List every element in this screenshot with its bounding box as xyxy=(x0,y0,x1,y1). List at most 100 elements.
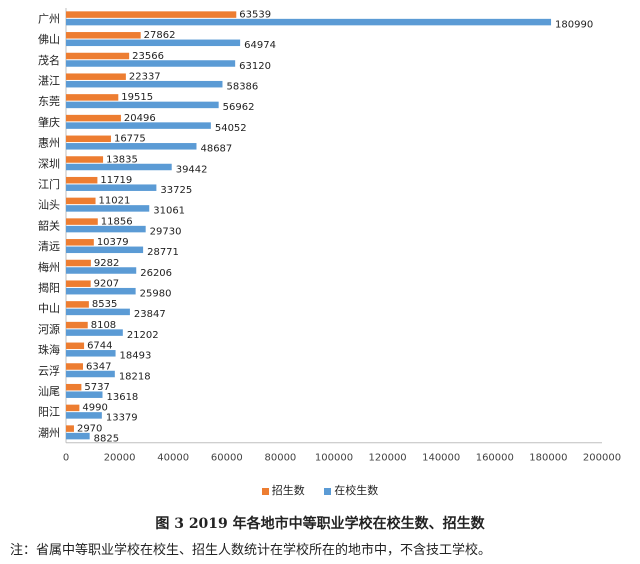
category-label: 云浮 xyxy=(38,364,60,377)
data-label-enroll: 63539 xyxy=(239,9,271,20)
data-label-enroll: 5737 xyxy=(84,382,109,393)
data-label-enroll: 6744 xyxy=(87,341,112,352)
x-tick-label: 160000 xyxy=(476,453,514,464)
bar-enroll xyxy=(66,11,237,18)
legend-swatch-students xyxy=(324,487,332,495)
bar-enroll xyxy=(66,404,80,412)
data-label-students: 29730 xyxy=(150,226,182,237)
data-label-enroll: 6347 xyxy=(86,361,111,372)
bar-enroll xyxy=(66,363,84,370)
legend-swatch-enroll xyxy=(261,487,269,495)
bar-enroll xyxy=(66,259,91,267)
bar-students xyxy=(66,246,144,254)
data-label-students: 25980 xyxy=(140,288,172,299)
category-label: 深圳 xyxy=(38,157,60,170)
bar-students xyxy=(66,225,146,233)
bar-students xyxy=(66,39,241,47)
bar-enroll xyxy=(66,73,126,80)
figure-note: 注：省属中等职业学校在校生、招生人数统计在学校所在的地市中，不含技工学校。 xyxy=(10,543,492,558)
figure-caption: 图 3 2019 年各地市中等职业学校在校生数、招生数 xyxy=(155,516,485,532)
bar-students xyxy=(66,412,102,419)
bar-enroll xyxy=(66,52,130,60)
data-label-enroll: 11856 xyxy=(101,216,133,227)
category-label: 湛江 xyxy=(38,74,60,87)
bar-students xyxy=(66,350,116,357)
data-label-enroll: 4990 xyxy=(82,403,107,414)
data-label-students: 26206 xyxy=(140,268,172,279)
x-tick-label: 180000 xyxy=(529,453,567,464)
bar-enroll xyxy=(66,342,85,350)
bar-students xyxy=(66,101,219,109)
data-label-enroll: 20496 xyxy=(124,113,156,124)
category-label: 梅州 xyxy=(38,260,60,274)
data-label-enroll: 2970 xyxy=(77,423,102,434)
category-label: 清远 xyxy=(38,240,60,253)
category-label: 韶关 xyxy=(38,218,60,232)
bar-students xyxy=(66,267,137,274)
bar-enroll xyxy=(66,32,141,39)
x-tick-label: 40000 xyxy=(157,453,189,464)
category-label: 东莞 xyxy=(38,95,60,108)
bar-enroll xyxy=(66,425,74,432)
data-label-students: 13618 xyxy=(106,392,138,403)
category-label: 阳江 xyxy=(38,406,60,419)
data-label-students: 18493 xyxy=(120,351,152,362)
bar-enroll xyxy=(66,301,89,308)
legend-item-students: 在校生数 xyxy=(324,482,378,498)
category-label: 惠州 xyxy=(38,136,60,150)
bar-students xyxy=(66,163,172,171)
bar-students xyxy=(66,122,211,129)
x-tick-label: 200000 xyxy=(583,453,621,464)
x-tick-label: 140000 xyxy=(422,453,460,464)
category-label: 广州 xyxy=(38,12,60,25)
legend-label-students: 在校生数 xyxy=(334,484,379,497)
category-label: 汕尾 xyxy=(38,385,60,398)
bar-enroll xyxy=(66,383,82,391)
legend-label-enroll: 招生数 xyxy=(271,484,305,497)
x-tick-label: 0 xyxy=(63,453,69,464)
data-label-students: 21202 xyxy=(127,330,159,341)
bar-students xyxy=(66,370,115,378)
data-label-students: 64974 xyxy=(244,40,276,51)
data-label-enroll: 23566 xyxy=(132,51,164,62)
data-label-enroll: 10379 xyxy=(97,237,129,248)
bar-students xyxy=(66,287,136,295)
category-label: 潮州 xyxy=(38,425,60,439)
data-label-enroll: 8535 xyxy=(92,299,117,310)
x-tick-label: 100000 xyxy=(315,453,353,464)
bar-students xyxy=(66,391,103,398)
bar-students xyxy=(66,143,197,150)
category-label: 中山 xyxy=(38,302,60,315)
bar-enroll xyxy=(66,280,91,287)
data-label-enroll: 11719 xyxy=(100,175,132,186)
bar-enroll xyxy=(66,197,96,205)
data-label-enroll: 9282 xyxy=(94,258,119,269)
data-label-students: 48687 xyxy=(200,144,232,155)
data-label-students: 18218 xyxy=(119,371,151,382)
bar-students xyxy=(66,205,150,212)
bar-enroll xyxy=(66,94,119,101)
data-label-students: 33725 xyxy=(160,185,192,196)
category-label: 河源 xyxy=(38,322,60,336)
data-label-students: 39442 xyxy=(176,164,208,175)
legend-item-enroll: 招生数 xyxy=(261,482,305,498)
data-label-enroll: 16775 xyxy=(114,134,146,145)
data-label-students: 58386 xyxy=(226,81,258,92)
data-label-students: 63120 xyxy=(239,61,271,72)
category-label: 茂名 xyxy=(38,53,60,67)
bar-students xyxy=(66,18,552,26)
data-label-enroll: 27862 xyxy=(144,30,176,41)
data-label-students: 28771 xyxy=(147,247,179,258)
bar-students xyxy=(66,80,223,88)
bar-chart: 0 20000 40000 60000 80000 100000 120000 140000 1… xyxy=(38,8,621,464)
bar-enroll xyxy=(66,135,111,143)
x-tick-label: 120000 xyxy=(369,453,407,464)
data-label-enroll: 8108 xyxy=(91,320,116,331)
data-label-enroll: 19515 xyxy=(121,92,153,103)
data-label-students: 180990 xyxy=(555,19,593,30)
data-label-enroll: 13835 xyxy=(106,154,138,165)
bar-enroll xyxy=(66,176,98,184)
bar-enroll xyxy=(66,156,104,163)
bar-enroll xyxy=(66,114,121,122)
bar-students xyxy=(66,308,130,316)
